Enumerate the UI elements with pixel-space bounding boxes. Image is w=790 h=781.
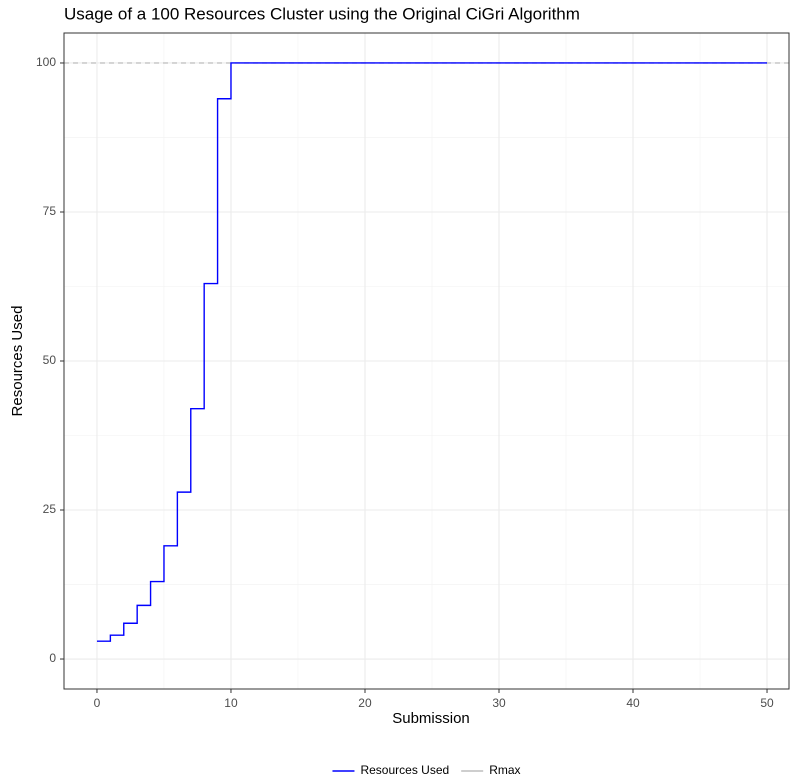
y-tick-label: 25 xyxy=(43,502,57,516)
legend-label: Rmax xyxy=(489,763,520,777)
panel-border xyxy=(63,32,790,690)
x-tick-label: 10 xyxy=(224,696,238,710)
x-tick-label: 50 xyxy=(760,696,774,710)
x-tick-label: 0 xyxy=(94,696,101,710)
x-tick-label: 30 xyxy=(492,696,506,710)
y-axis-label: Resources Used xyxy=(9,306,26,417)
step-line xyxy=(96,62,768,642)
x-tick-label: 20 xyxy=(358,696,372,710)
y-tick-label: 0 xyxy=(49,651,56,665)
y-tick-label: 50 xyxy=(43,353,57,367)
chart-title: Usage of a 100 Resources Cluster using t… xyxy=(64,4,580,23)
legend-label: Resources Used xyxy=(360,763,449,777)
y-tick-label: 75 xyxy=(43,204,57,218)
x-axis-label: Submission xyxy=(392,710,470,727)
x-tick-label: 40 xyxy=(626,696,640,710)
y-tick-label: 100 xyxy=(36,55,56,69)
